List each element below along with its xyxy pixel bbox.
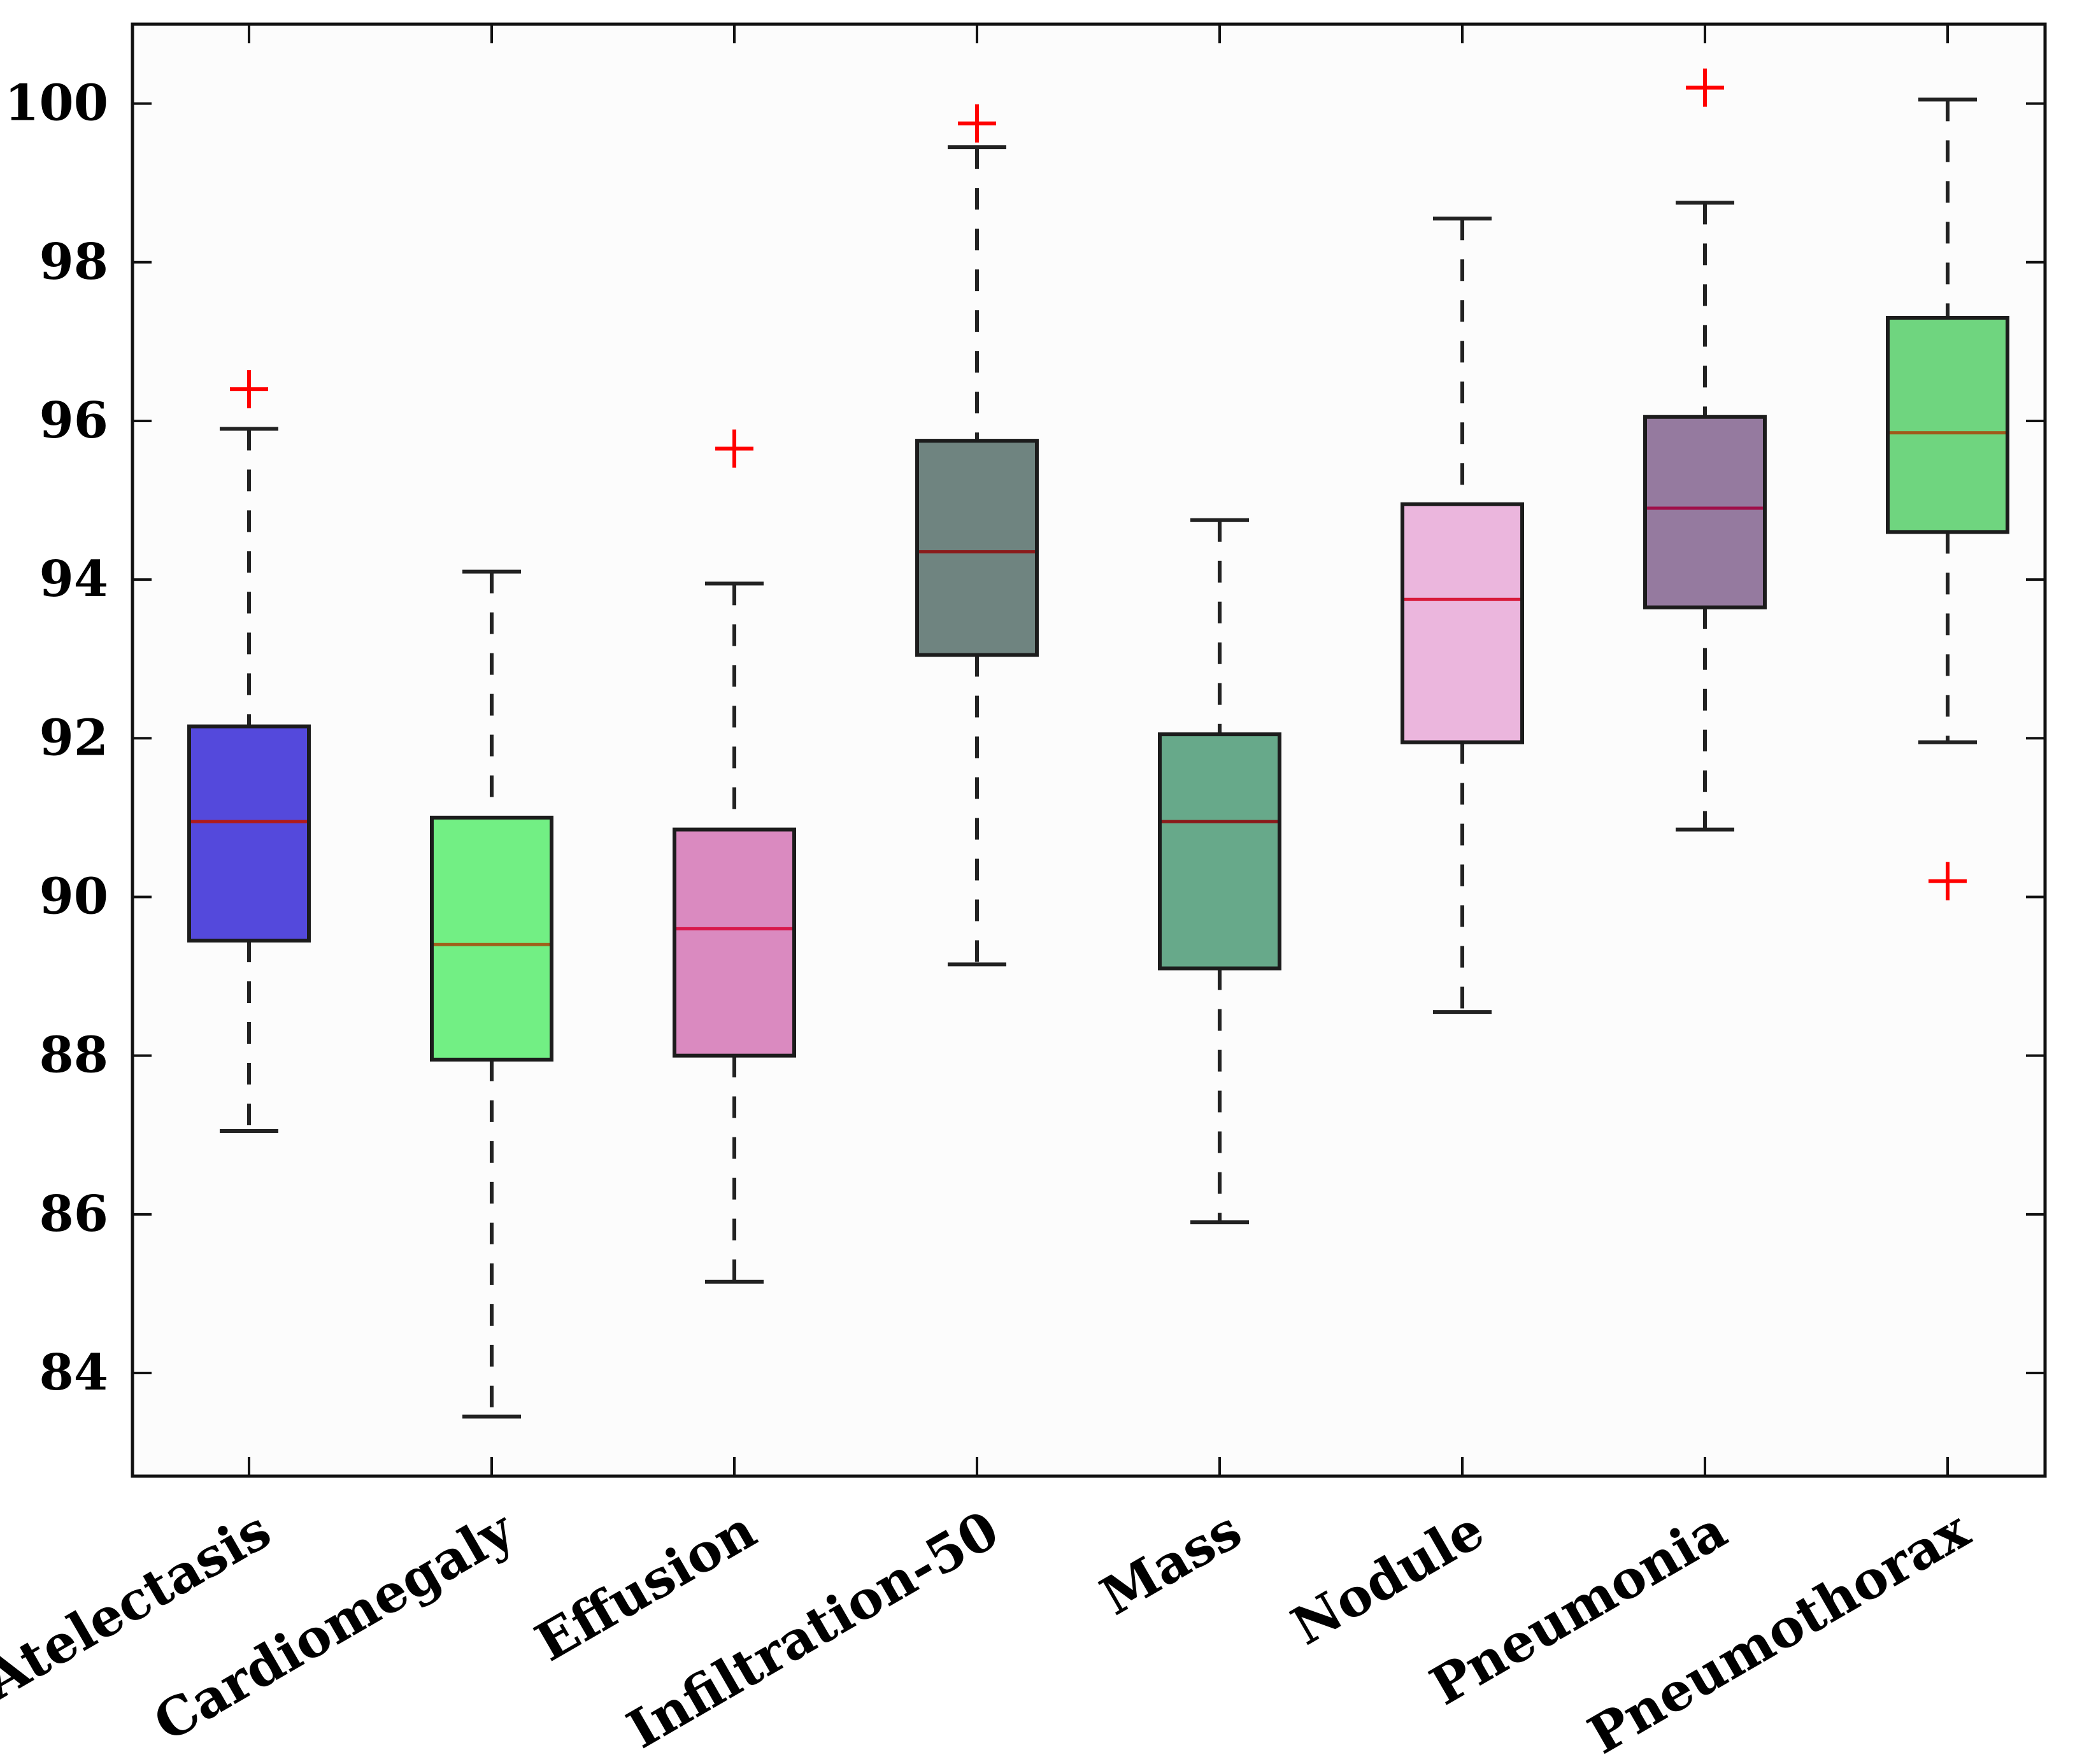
box-atelectasis [187,370,311,1134]
iqr-box [1158,732,1281,971]
box-series [187,68,2009,1419]
plot-area [131,22,2047,1478]
iqr-box [1886,315,2009,534]
box-pneumonia [1643,68,1767,832]
iqr-box [673,827,796,1058]
y-tick-label: 86 [39,1185,108,1243]
iqr-box [430,815,553,1062]
iqr-box [1643,415,1767,609]
outlier-marker [230,370,268,409]
y-tick-label: 84 [39,1344,108,1402]
y-tick-label: 90 [39,867,108,925]
box-infiltration-50 [915,104,1039,967]
box-effusion [673,429,796,1284]
y-tick-label: 94 [39,550,108,608]
box-mass [1158,518,1281,1225]
box-pneumothorax [1886,97,2009,900]
outlier-marker [715,429,753,468]
outlier-marker [1929,862,1967,900]
box-nodule [1401,217,1524,1014]
x-category-label: Mass [1090,1499,1251,1627]
outlier-marker [958,104,996,143]
iqr-box [187,724,311,943]
x-category-label: Nodule [1281,1499,1494,1657]
iqr-box [915,439,1039,657]
outlier-marker [1686,68,1724,107]
y-axis: 84 86 88 90 92 94 96 98 100 [4,75,2045,1402]
y-tick-label: 92 [39,709,108,767]
y-tick-label: 98 [39,233,108,291]
box-cardiomegaly [430,569,553,1419]
y-tick-label: 96 [39,392,108,450]
iqr-box [1401,502,1524,744]
y-tick-label: 100 [4,75,108,132]
y-tick-label: 88 [39,1027,108,1085]
